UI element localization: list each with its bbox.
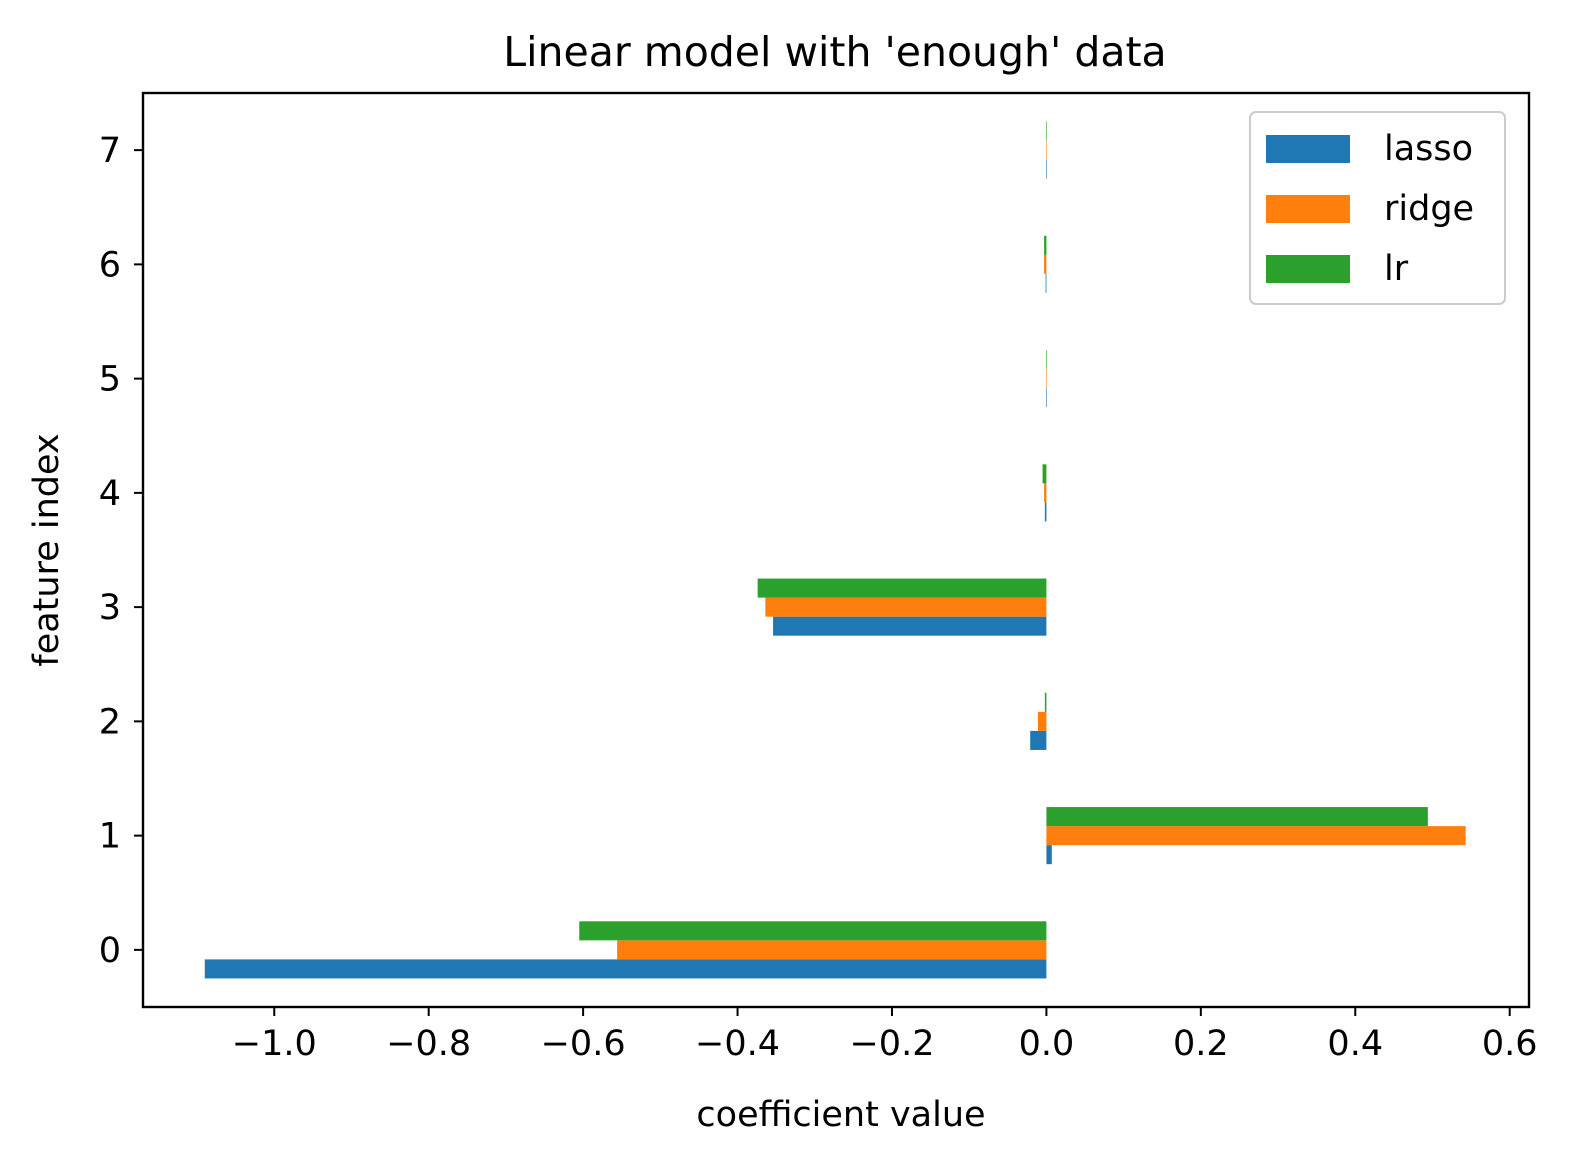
- x-axis: −1.0 −0.8 −0.6 −0.4 −0.2 0.0 0.2 0.4 0.6: [232, 1007, 1538, 1064]
- bar-ridge-feature-1: [1046, 826, 1466, 846]
- chart-title: Linear model with 'enough' data: [503, 28, 1166, 76]
- bar-lr-feature-3: [757, 578, 1047, 598]
- legend-swatch-lr: [1266, 255, 1350, 283]
- bar-ridge-feature-2: [1037, 711, 1047, 731]
- bar-lr-feature-1: [1046, 807, 1428, 827]
- y-axis: 0 1 2 3 4 5 6 7: [99, 131, 143, 971]
- x-tick-label: 0.6: [1482, 1024, 1538, 1064]
- bar-lasso-feature-0: [204, 959, 1047, 979]
- bar-ridge-feature-3: [765, 597, 1047, 617]
- bar-ridge-feature-0: [617, 940, 1047, 960]
- plot-area: [204, 121, 1466, 979]
- y-tick-label: 5: [99, 360, 121, 400]
- y-tick-label: 6: [99, 245, 121, 285]
- bar-ridge-feature-4: [1044, 483, 1047, 503]
- bar-lasso-feature-4: [1044, 502, 1047, 522]
- bar-lr-feature-7: [1046, 121, 1048, 141]
- x-tick-label: −0.6: [541, 1024, 626, 1064]
- y-tick-label: 1: [99, 817, 121, 857]
- x-tick-label: −0.4: [695, 1024, 780, 1064]
- axes-frame: [141, 91, 1531, 1009]
- x-axis-label: coefficient value: [696, 1095, 985, 1135]
- bar-lasso-feature-2: [1030, 730, 1047, 750]
- y-tick-label: 2: [99, 702, 121, 742]
- bar-lasso-feature-7: [1046, 159, 1048, 179]
- y-tick-label: 3: [99, 588, 121, 628]
- bar-lasso-feature-6: [1045, 273, 1047, 293]
- bar-lr-feature-6: [1044, 235, 1047, 255]
- y-tick-label: 0: [99, 931, 121, 971]
- bar-lr-feature-0: [579, 921, 1047, 941]
- x-tick-label: 0.0: [1019, 1024, 1075, 1064]
- legend-label-lasso: lasso: [1384, 129, 1473, 169]
- x-tick-label: 0.2: [1173, 1024, 1229, 1064]
- bar-ridge-feature-5: [1046, 369, 1048, 389]
- x-tick-label: −1.0: [232, 1024, 317, 1064]
- bar-lr-feature-5: [1046, 350, 1048, 370]
- x-tick-label: −0.8: [386, 1024, 471, 1064]
- bar-lr-feature-2: [1044, 692, 1047, 712]
- bar-ridge-feature-7: [1046, 140, 1048, 160]
- legend-swatch-ridge: [1266, 195, 1350, 223]
- legend-swatch-lasso: [1266, 135, 1350, 163]
- bar-ridge-feature-6: [1044, 254, 1047, 274]
- legend-label-ridge: ridge: [1384, 189, 1474, 229]
- bar-lasso-feature-5: [1046, 388, 1048, 408]
- x-tick-label: −0.2: [849, 1024, 934, 1064]
- x-tick-label: 0.4: [1327, 1024, 1383, 1064]
- bar-lasso-feature-1: [1046, 845, 1052, 865]
- bar-lasso-feature-3: [773, 616, 1047, 636]
- y-axis-label: feature index: [27, 433, 67, 666]
- legend: lasso ridge lr: [1249, 111, 1506, 305]
- y-tick-label: 7: [99, 131, 121, 171]
- legend-label-lr: lr: [1384, 249, 1409, 289]
- bar-lr-feature-4: [1042, 464, 1047, 484]
- y-tick-label: 4: [99, 474, 121, 514]
